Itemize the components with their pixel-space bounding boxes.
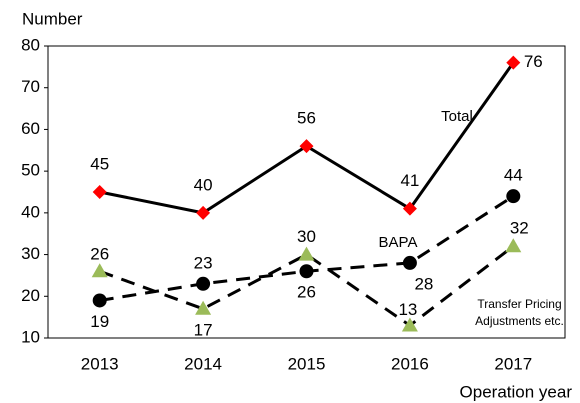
data-label: 30 <box>297 227 316 246</box>
marker <box>92 293 107 308</box>
y-tick-label: 10 <box>21 327 40 346</box>
data-label: 23 <box>194 253 213 272</box>
data-label: 44 <box>504 166 523 185</box>
y-tick-label: 70 <box>21 77 40 96</box>
y-tick-label: 20 <box>21 286 40 305</box>
y-tick-label: 30 <box>21 244 40 263</box>
marker <box>506 55 521 70</box>
x-tick-label: 2013 <box>81 354 119 373</box>
y-tick-label: 50 <box>21 161 40 180</box>
y-axis-label: Number <box>22 9 83 28</box>
marker <box>506 189 521 204</box>
x-tick-label: 2016 <box>391 354 429 373</box>
data-label: 28 <box>414 274 433 293</box>
y-tick-label: 40 <box>21 202 40 221</box>
x-tick-label: 2014 <box>184 354 222 373</box>
marker <box>195 300 212 315</box>
data-label: 32 <box>510 219 529 238</box>
series-name-label: Total <box>441 108 473 125</box>
marker <box>402 255 417 270</box>
marker <box>299 139 314 154</box>
series-line <box>99 61 515 215</box>
data-label: 41 <box>400 171 419 190</box>
plot-frame <box>47 45 566 339</box>
data-label: 26 <box>297 283 316 302</box>
marker <box>196 276 211 291</box>
marker <box>92 185 107 199</box>
data-label: 13 <box>398 300 417 319</box>
series-line <box>99 245 515 328</box>
data-label: 26 <box>90 245 109 264</box>
data-label: 45 <box>90 154 109 173</box>
marker <box>196 205 211 220</box>
x-axis-label: Operation year <box>460 382 573 401</box>
y-tick-label: 60 <box>21 119 40 138</box>
marker <box>505 238 522 253</box>
series-name-label-box: Transfer Pricing Adjustments etc. <box>475 297 564 328</box>
marker <box>401 317 418 332</box>
marker <box>299 264 314 279</box>
data-label: 40 <box>194 175 213 194</box>
data-label: 19 <box>90 312 109 331</box>
x-tick-label: 2015 <box>288 354 326 373</box>
data-label: 17 <box>194 320 213 339</box>
marker <box>402 201 417 216</box>
marker <box>298 246 315 261</box>
y-tick-label: 80 <box>21 35 40 54</box>
x-tick-label: 2017 <box>494 354 532 373</box>
data-label: 56 <box>297 109 316 128</box>
data-label: 76 <box>524 52 543 71</box>
series-name-label: BAPA <box>379 234 418 251</box>
marker <box>91 263 108 278</box>
series-name-label: Transfer Pricing Adjustments etc. <box>475 297 564 328</box>
